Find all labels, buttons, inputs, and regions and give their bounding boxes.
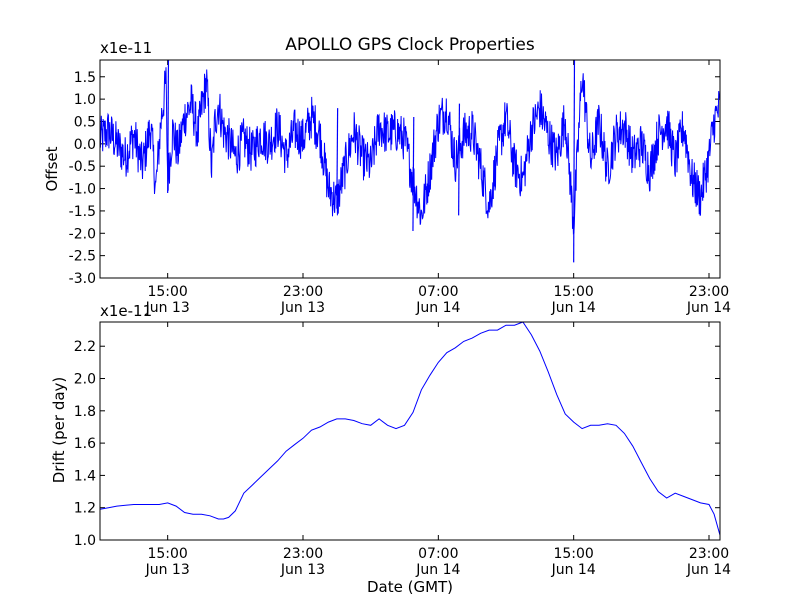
offset-ytick-label: 0.5 <box>74 114 96 130</box>
drift-xtick-time-label: 23:00 <box>689 546 729 562</box>
offset-xtick-time-label: 15:00 <box>553 284 593 300</box>
offset-ytick-label: -3.0 <box>69 271 96 287</box>
drift-xtick-date-label: Jun 14 <box>551 562 596 578</box>
offset-ytick-label: -0.5 <box>69 159 96 175</box>
drift-xtick-date-label: Jun 13 <box>280 562 325 578</box>
offset-spike <box>458 103 461 216</box>
drift-multiplier-label: x1e-11 <box>100 302 152 320</box>
offset-multiplier-label: x1e-11 <box>100 39 152 57</box>
offset-y-axis-label: Offset <box>43 146 61 191</box>
drift-ytick-label: 2.0 <box>74 372 96 388</box>
drift-xtick-date-label: Jun 14 <box>415 562 460 578</box>
drift-panel: x1e-11 Drift (per day) Date (GMT) 1.0 1.2… <box>50 302 731 596</box>
drift-ytick-label: 1.4 <box>74 468 96 484</box>
offset-series <box>100 60 720 263</box>
drift-y-axis-label: Drift (per day) <box>50 377 68 484</box>
drift-x-axis-label: Date (GMT) <box>367 578 453 596</box>
offset-xtick-time-label: 23:00 <box>283 284 323 300</box>
offset-series-line <box>100 67 720 235</box>
chart-title: APOLLO GPS Clock Properties <box>285 35 535 55</box>
offset-xtick-date-label: Jun 13 <box>280 300 325 316</box>
drift-xtick-time-label: 15:00 <box>147 546 187 562</box>
offset-xtick-date-label: Jun 14 <box>415 300 460 316</box>
offset-ytick-label: 1.0 <box>74 92 96 108</box>
offset-ytick-label: 0.0 <box>74 137 96 153</box>
drift-ytick-label: 1.0 <box>74 533 96 549</box>
offset-xtick-time-label: 07:00 <box>418 284 458 300</box>
offset-axes-frame <box>99 59 721 279</box>
drift-axes-frame <box>99 321 721 541</box>
drift-ytick-label: 1.6 <box>74 436 96 452</box>
drift-series-line <box>100 322 720 536</box>
offset-ticks: -3.0 -2.5 -2.0 -1.5 -1.0 -0.5 0.0 0.5 1.0 1.5 15:0… <box>69 60 731 316</box>
offset-xtick-time-label: 15:00 <box>147 284 187 300</box>
offset-xtick-date-label: Jun 14 <box>686 300 731 316</box>
offset-ytick-label: -2.5 <box>69 249 96 265</box>
offset-spike <box>573 60 576 263</box>
drift-ytick-label: 2.2 <box>74 339 96 355</box>
drift-xtick-time-label: 15:00 <box>553 546 593 562</box>
drift-xtick-time-label: 07:00 <box>418 546 458 562</box>
drift-series <box>100 322 720 536</box>
drift-ytick-label: 1.8 <box>74 404 96 420</box>
offset-spike <box>412 117 415 232</box>
drift-ytick-label: 1.2 <box>74 501 96 517</box>
offset-xtick-time-label: 23:00 <box>689 284 729 300</box>
offset-ytick-label: -1.5 <box>69 204 96 220</box>
offset-xtick-date-label: Jun 13 <box>145 300 190 316</box>
offset-ytick-label: -1.0 <box>69 182 96 198</box>
offset-spike <box>336 108 339 209</box>
offset-spike <box>167 60 170 194</box>
drift-xtick-date-label: Jun 13 <box>145 562 190 578</box>
offset-ytick-label: -2.0 <box>69 226 96 242</box>
drift-xtick-date-label: Jun 14 <box>686 562 731 578</box>
drift-xtick-time-label: 23:00 <box>283 546 323 562</box>
offset-ytick-label: 1.5 <box>74 70 96 86</box>
offset-panel: APOLLO GPS Clock Properties x1e-11 Offse… <box>43 35 731 316</box>
offset-xtick-date-label: Jun 14 <box>551 300 596 316</box>
